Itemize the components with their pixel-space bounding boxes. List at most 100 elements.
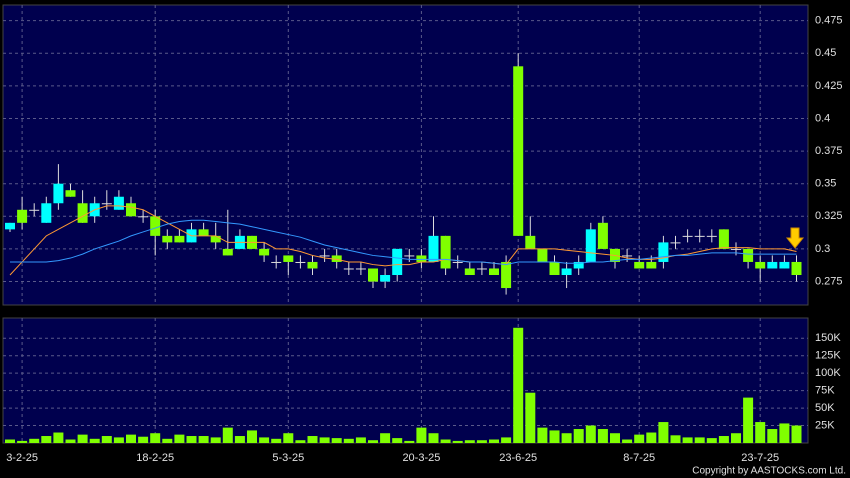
candle-body [767,261,778,269]
candle-body [380,275,391,282]
volume-bar [150,433,161,443]
volume-bar [501,437,512,443]
volume-bar [210,437,221,443]
candle-body [537,248,548,262]
volume-bar [743,397,754,443]
volume-bar [476,440,487,443]
volume-bar [513,327,524,443]
y-tick-label: 100K [815,367,841,379]
volume-bar [77,434,88,443]
candle-body [561,268,572,275]
candle-body [755,261,766,269]
candle-body [634,261,645,269]
y-tick-label: 0.475 [815,15,843,27]
volume-bar [706,438,717,443]
volume-bar [162,438,173,443]
candle-body [501,261,512,289]
volume-bar [222,427,233,443]
volume-bar [380,433,391,443]
candle-body [150,216,161,236]
candle-body [283,255,294,262]
candle-body [319,255,330,257]
y-tick-label: 125K [815,350,841,362]
y-tick-label: 150K [815,332,841,344]
candle-body [5,222,15,230]
candle-body [489,268,499,275]
volume-bar [138,436,149,443]
candle-body [573,261,584,269]
volume-bar [537,427,548,443]
y-tick-label: 0.375 [815,145,843,157]
volume-bar [198,436,209,443]
volume-bar [561,433,572,443]
candle-body [101,203,112,205]
volume-bar [610,433,620,443]
volume-bar [682,437,693,443]
candle-body [162,235,173,243]
volume-bar [791,425,802,443]
candle-body [549,261,560,275]
candle-body [779,261,790,269]
volume-bar [343,438,354,443]
volume-bar [573,429,584,443]
y-tick-label: 0.45 [815,47,836,59]
volume-bar [392,438,403,443]
candle-body [29,209,40,211]
y-tick-label: 0.35 [815,178,836,190]
volume-bar [597,429,608,443]
volume-bar [404,440,415,443]
volume-bar [41,436,52,443]
candle-body [464,268,475,275]
candle-body [646,261,657,269]
volume-bar [29,438,40,443]
y-tick-label: 0.425 [815,80,843,92]
x-tick-label: 20-3-25 [402,452,440,464]
candle-body [295,261,306,263]
candle-body [77,203,88,223]
volume-panel [2,317,809,444]
candle-body [368,268,378,282]
candle-body [41,203,52,223]
candle-body [585,229,596,262]
candle-body [259,248,270,256]
candle-body [416,255,427,262]
candle-body [65,190,76,197]
volume-bar [658,422,669,443]
candle-body [597,222,608,249]
candle-body [718,229,729,249]
x-tick-label: 5-3-25 [272,452,304,464]
volume-bar [694,437,705,443]
volume-bar [5,439,15,443]
x-tick-label: 23-7-25 [741,452,779,464]
volume-bar [113,437,124,443]
candle-body [138,216,149,218]
volume-bar [489,439,499,443]
candle-body [126,203,136,217]
candle-body [658,242,669,262]
volume-bar [646,432,657,443]
volume-bar [549,430,560,443]
candle-body [694,235,705,237]
volume-bar [731,433,741,443]
volume-bar [331,438,342,443]
y-tick-label: 25K [815,419,835,431]
candle-body [307,261,318,269]
y-tick-label: 0.3 [815,243,830,255]
volume-bar [283,433,294,443]
volume-bar [670,435,681,443]
volume-bar [779,423,790,443]
volume-bar [101,436,112,443]
candle-body [392,248,403,275]
volume-bar [718,436,729,443]
candle-body [743,248,754,262]
candle-body [343,268,354,270]
volume-bar [767,429,778,443]
volume-bar [271,438,282,443]
candle-body [428,235,439,262]
volume-bar [53,432,64,443]
candle-body [113,196,124,210]
candle-body [17,209,28,223]
volume-bar [416,427,427,443]
